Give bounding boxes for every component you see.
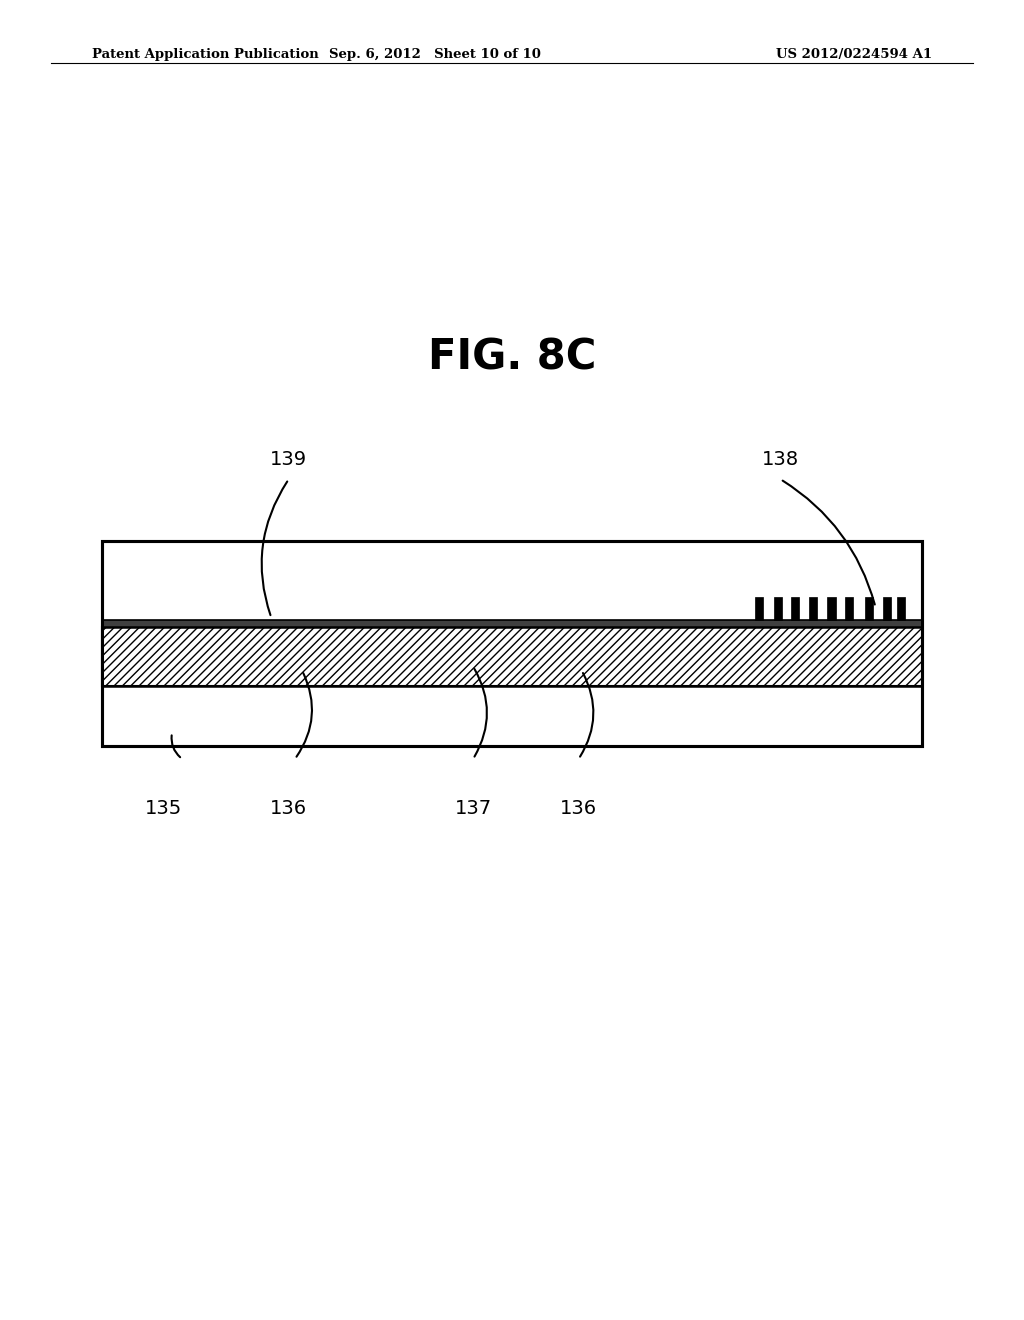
Text: 137: 137 [455,799,492,817]
Text: 138: 138 [762,450,799,469]
Bar [809,597,817,620]
Bar [845,597,853,620]
Text: 136: 136 [270,799,307,817]
Bar [102,541,922,746]
Text: Patent Application Publication: Patent Application Publication [92,48,318,61]
Text: FIG. 8C: FIG. 8C [428,337,596,379]
Text: 139: 139 [270,450,307,469]
Bar [865,597,873,620]
Text: US 2012/0224594 A1: US 2012/0224594 A1 [776,48,932,61]
Bar [102,541,922,746]
Bar [827,597,836,620]
Bar [102,627,922,686]
Text: 135: 135 [145,799,182,817]
Bar [883,597,891,620]
Bar [774,597,782,620]
Text: Sep. 6, 2012  Sheet 10 of 10: Sep. 6, 2012 Sheet 10 of 10 [330,48,541,61]
Bar [897,597,905,620]
Bar [102,620,922,627]
Bar [755,597,763,620]
Bar [791,597,799,620]
Text: 136: 136 [560,799,597,817]
